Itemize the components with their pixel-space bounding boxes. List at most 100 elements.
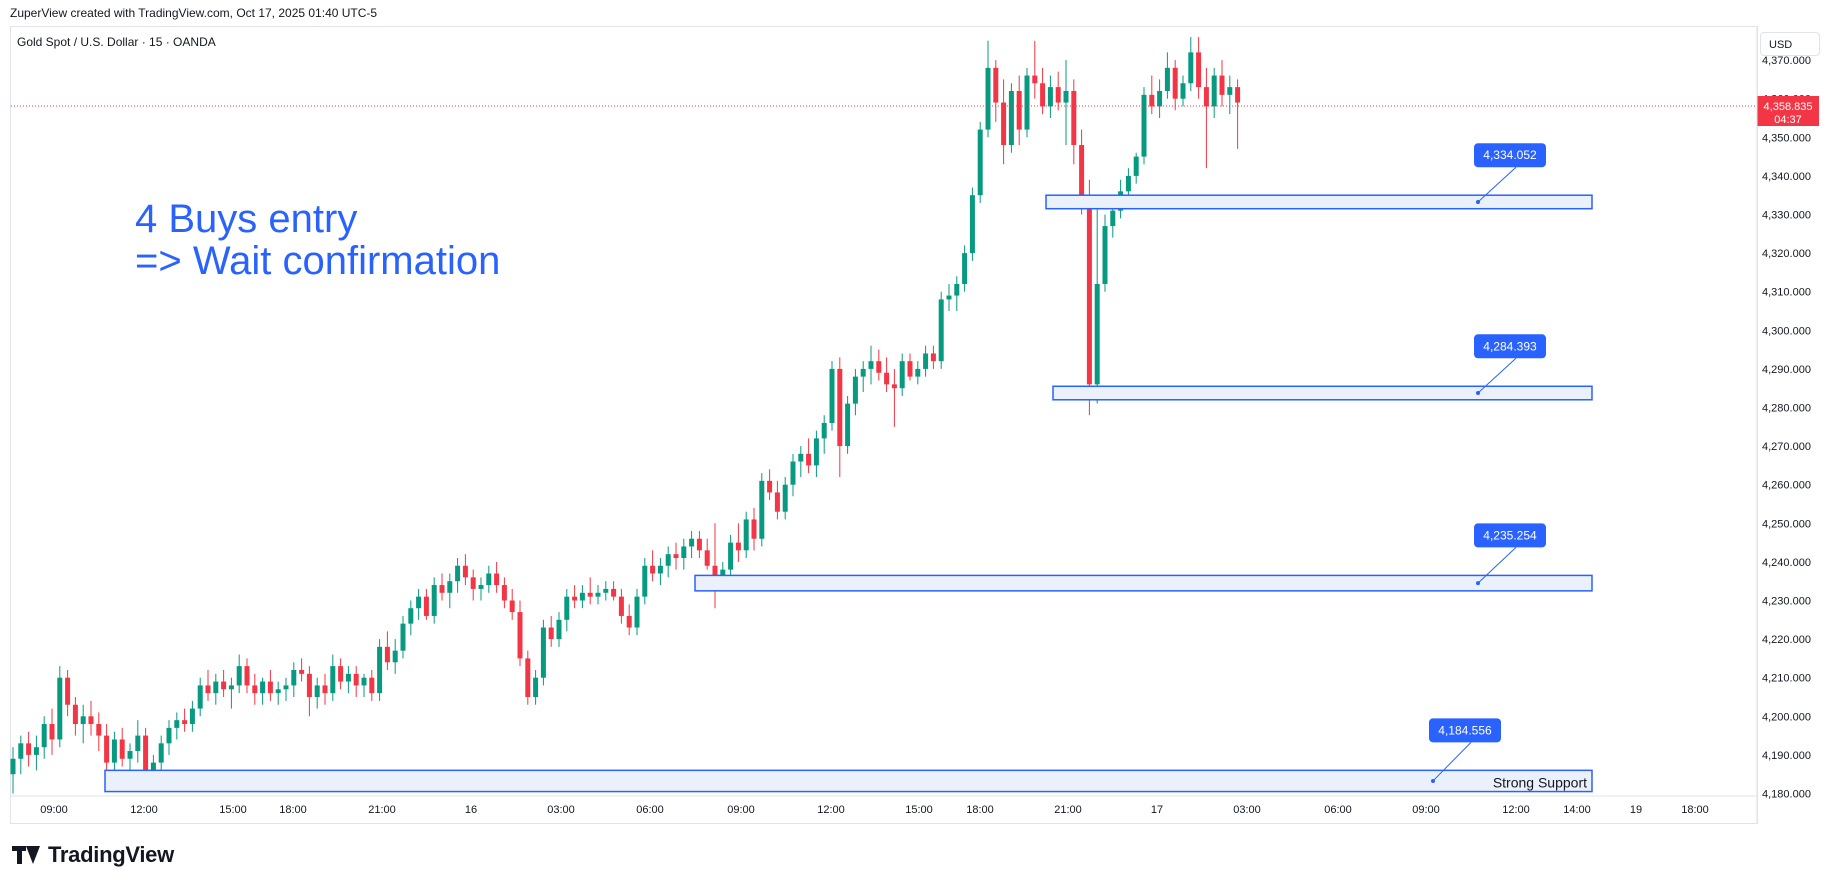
candle-body[interactable] <box>283 685 289 690</box>
candle-body[interactable] <box>338 666 344 682</box>
candle-body[interactable] <box>509 600 515 613</box>
candle-body[interactable] <box>915 368 921 377</box>
candle-body[interactable] <box>369 677 375 694</box>
candle-body[interactable] <box>57 677 63 740</box>
candle-body[interactable] <box>774 492 780 512</box>
candle-body[interactable] <box>829 368 835 423</box>
candle-body[interactable] <box>26 743 32 755</box>
candle-body[interactable] <box>821 422 827 439</box>
candle-body[interactable] <box>673 554 679 559</box>
candle-body[interactable] <box>1094 283 1100 385</box>
candle-body[interactable] <box>1188 52 1194 84</box>
candle-body[interactable] <box>1180 83 1186 99</box>
candle-body[interactable] <box>244 666 250 686</box>
candle-body[interactable] <box>88 716 94 725</box>
candle-body[interactable] <box>782 484 788 512</box>
candle-body[interactable] <box>361 677 367 686</box>
candle-body[interactable] <box>10 758 16 775</box>
candle-body[interactable] <box>977 129 983 196</box>
candle-body[interactable] <box>119 739 125 759</box>
candle-body[interactable] <box>260 681 266 694</box>
candle-body[interactable] <box>579 592 585 601</box>
candle-body[interactable] <box>314 685 320 697</box>
candle-body[interactable] <box>1149 94 1155 107</box>
price-label-box[interactable] <box>1474 334 1546 359</box>
candle-body[interactable] <box>49 724 55 740</box>
candle-body[interactable] <box>556 619 562 640</box>
candle-body[interactable] <box>384 646 390 663</box>
candle-body[interactable] <box>236 666 242 686</box>
candle-body[interactable] <box>923 353 929 369</box>
candle-body[interactable] <box>416 596 422 609</box>
candle-body[interactable] <box>1125 175 1131 192</box>
candle-body[interactable] <box>735 542 741 551</box>
candle-body[interactable] <box>158 743 164 763</box>
candle-body[interactable] <box>767 480 773 493</box>
candle-body[interactable] <box>907 361 913 377</box>
candle-body[interactable] <box>494 573 500 586</box>
candle-body[interactable] <box>634 596 640 628</box>
candle-body[interactable] <box>1219 75 1225 95</box>
candle-body[interactable] <box>845 403 851 447</box>
candle-body[interactable] <box>431 585 437 616</box>
candle-body[interactable] <box>423 596 429 616</box>
candle-body[interactable] <box>946 295 952 300</box>
support-zone[interactable] <box>104 769 1593 793</box>
candle-body[interactable] <box>657 565 663 574</box>
support-zone[interactable] <box>694 574 1593 592</box>
candle-body[interactable] <box>618 596 624 616</box>
candle-body[interactable] <box>470 577 476 589</box>
candle-body[interactable] <box>650 565 656 574</box>
candle-body[interactable] <box>1203 87 1209 107</box>
candle-body[interactable] <box>408 608 414 624</box>
candle-body[interactable] <box>1086 199 1092 385</box>
candle-body[interactable] <box>759 480 765 539</box>
candle-body[interactable] <box>1172 67 1178 99</box>
candle-body[interactable] <box>439 585 445 593</box>
candle-body[interactable] <box>377 646 383 694</box>
price-label-box[interactable] <box>1474 523 1546 548</box>
candle-body[interactable] <box>681 546 687 559</box>
candle-body[interactable] <box>306 673 312 697</box>
candle-body[interactable] <box>455 565 461 582</box>
candle-body[interactable] <box>1102 226 1108 284</box>
support-zone[interactable] <box>1052 385 1593 401</box>
candle-body[interactable] <box>400 623 406 651</box>
candle-body[interactable] <box>166 727 172 744</box>
candle-body[interactable] <box>1071 90 1077 146</box>
candle-body[interactable] <box>1047 87 1053 107</box>
candle-body[interactable] <box>860 368 866 377</box>
candle-body[interactable] <box>1110 210 1116 227</box>
candle-body[interactable] <box>728 542 734 570</box>
candle-body[interactable] <box>1055 87 1061 103</box>
candle-body[interactable] <box>65 677 71 705</box>
candle-body[interactable] <box>587 592 593 597</box>
candle-body[interactable] <box>603 588 609 593</box>
candle-body[interactable] <box>96 724 102 736</box>
candle-body[interactable] <box>548 627 554 640</box>
candle-body[interactable] <box>18 743 24 759</box>
candle-body[interactable] <box>938 299 944 362</box>
candle-body[interactable] <box>1008 90 1014 146</box>
candle-body[interactable] <box>533 677 539 697</box>
candle-body[interactable] <box>572 596 578 601</box>
candle-body[interactable] <box>884 372 890 385</box>
candle-body[interactable] <box>478 585 484 589</box>
candle-body[interactable] <box>228 685 234 690</box>
candle-body[interactable] <box>1032 75 1038 84</box>
candle-body[interactable] <box>501 585 507 601</box>
candle-body[interactable] <box>150 762 156 771</box>
candle-body[interactable] <box>930 353 936 362</box>
candle-body[interactable] <box>1016 90 1022 130</box>
candle-body[interactable] <box>345 673 351 682</box>
symbol-title[interactable]: Gold Spot / U.S. Dollar · 15 · OANDA <box>17 35 216 49</box>
candle-body[interactable] <box>267 681 273 694</box>
tradingview-logo[interactable]: TradingView <box>12 842 174 868</box>
currency-label[interactable]: USD <box>1760 32 1820 56</box>
candle-body[interactable] <box>80 716 86 725</box>
candle-body[interactable] <box>962 253 968 284</box>
candle-body[interactable] <box>174 720 180 728</box>
candle-body[interactable] <box>704 550 710 566</box>
candle-body[interactable] <box>143 735 149 771</box>
candle-body[interactable] <box>197 685 203 709</box>
